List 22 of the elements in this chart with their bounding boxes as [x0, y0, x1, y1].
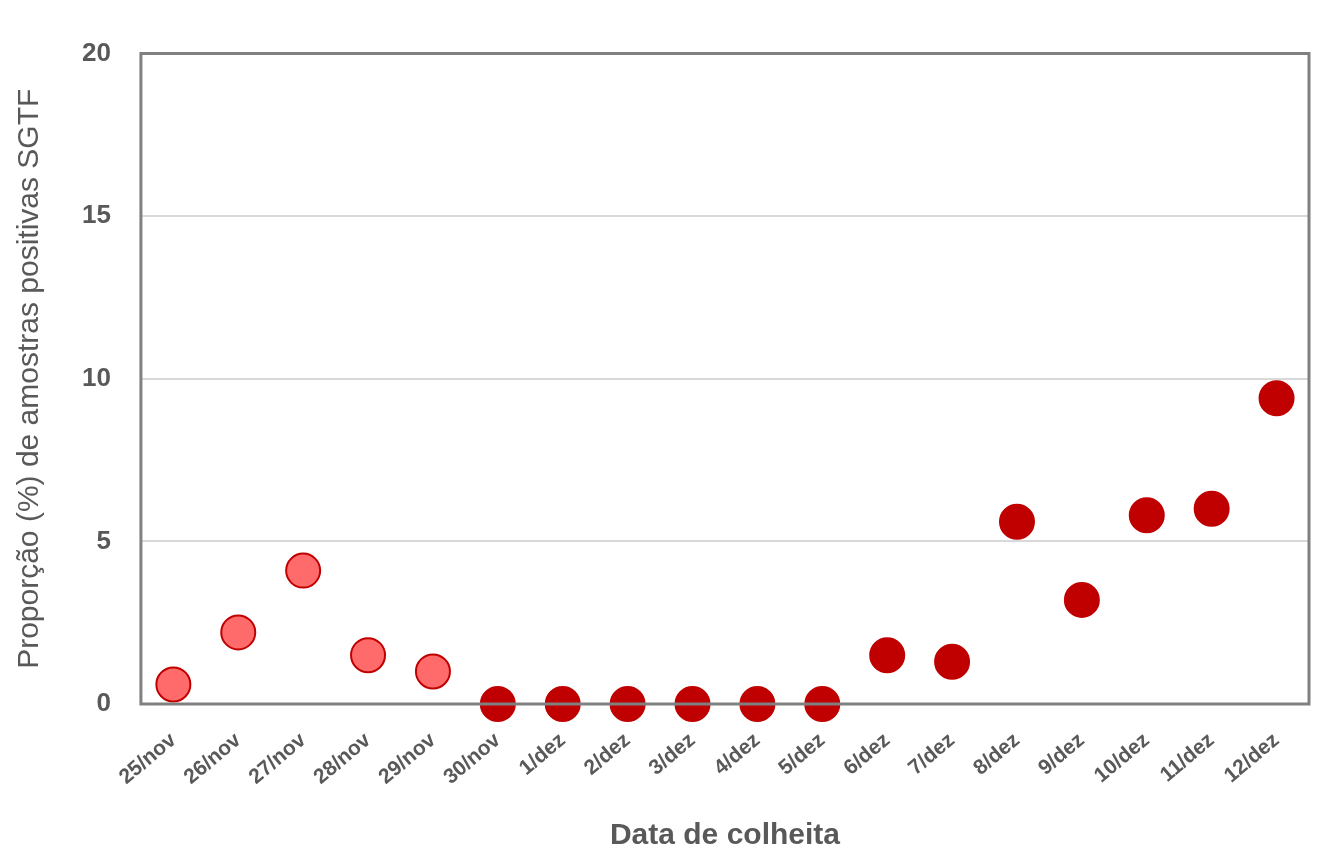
y-tick-label: 15	[82, 199, 111, 230]
point	[1128, 497, 1165, 534]
point	[285, 552, 322, 589]
point	[869, 637, 906, 674]
point	[934, 643, 971, 680]
x-axis-title: Data de colheita	[609, 817, 841, 851]
y-tick-label: 5	[96, 524, 111, 555]
point	[350, 637, 387, 674]
point	[1063, 581, 1100, 618]
y-tick-label: 20	[82, 36, 111, 67]
point	[544, 685, 581, 722]
y-tick-label: 10	[82, 361, 111, 392]
y-tick-label: 0	[96, 687, 111, 718]
point	[1193, 490, 1230, 527]
point	[220, 614, 257, 651]
y-axis-title: Proporção (%) de amostras positivas SGTF	[11, 88, 45, 669]
point	[998, 503, 1035, 540]
point	[155, 666, 192, 703]
point	[804, 685, 841, 722]
point	[1258, 380, 1295, 417]
point	[414, 653, 451, 690]
point	[479, 685, 516, 722]
